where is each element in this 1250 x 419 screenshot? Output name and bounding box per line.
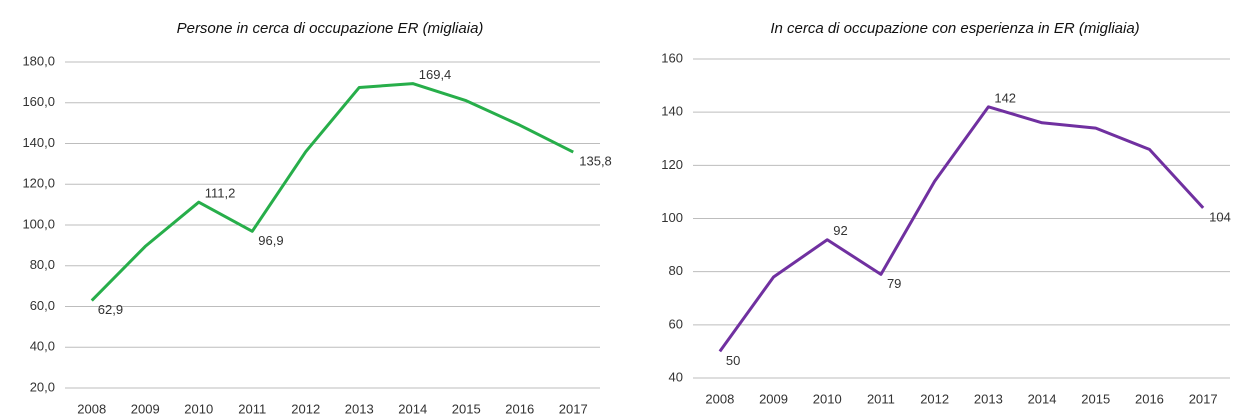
- x-tick-label: 2017: [1189, 391, 1218, 406]
- chart-title: In cerca di occupazione con esperienza i…: [770, 20, 1139, 37]
- data-label: 111,2: [205, 186, 236, 201]
- y-tick-label: 100,0: [22, 216, 55, 231]
- x-tick-label: 2016: [505, 401, 534, 416]
- data-label: 62,9: [98, 302, 123, 317]
- data-line: [90, 82, 574, 302]
- x-tick-label: 2015: [1081, 391, 1110, 406]
- y-tick-label: 100: [661, 210, 683, 225]
- y-tick-label: 120,0: [22, 176, 55, 191]
- y-tick-label: 160,0: [22, 94, 55, 109]
- y-tick-label: 120: [661, 157, 683, 172]
- data-label: 142: [994, 90, 1016, 105]
- y-tick-label: 60: [669, 316, 683, 331]
- x-tick-label: 2011: [867, 391, 895, 406]
- x-tick-label: 2012: [291, 401, 320, 416]
- y-tick-label: 140,0: [22, 135, 55, 150]
- x-tick-label: 2014: [1028, 391, 1057, 406]
- data-label: 50: [726, 353, 740, 368]
- y-tick-label: 160: [661, 50, 683, 65]
- data-label: 169,4: [419, 67, 452, 82]
- y-tick-label: 40,0: [30, 339, 55, 354]
- x-tick-label: 2010: [184, 401, 213, 416]
- x-tick-label: 2013: [974, 391, 1003, 406]
- y-tick-label: 140: [661, 104, 683, 119]
- y-tick-label: 20,0: [30, 379, 55, 394]
- x-tick-label: 2014: [398, 401, 427, 416]
- x-tick-label: 2016: [1135, 391, 1164, 406]
- data-label: 79: [887, 276, 901, 291]
- y-tick-label: 80: [669, 263, 683, 278]
- x-tick-label: 2012: [920, 391, 949, 406]
- x-tick-label: 2017: [559, 401, 588, 416]
- x-tick-label: 2010: [813, 391, 842, 406]
- data-line: [718, 105, 1205, 353]
- data-label: 96,9: [258, 233, 283, 248]
- x-tick-label: 2008: [77, 401, 106, 416]
- x-tick-label: 2008: [705, 391, 734, 406]
- x-tick-label: 2009: [131, 401, 160, 416]
- y-tick-label: 80,0: [30, 257, 55, 272]
- x-tick-label: 2009: [759, 391, 788, 406]
- data-label: 92: [833, 223, 847, 238]
- y-tick-label: 40: [669, 369, 683, 384]
- x-tick-label: 2011: [238, 401, 266, 416]
- y-tick-label: 60,0: [30, 298, 55, 313]
- chart-title: Persone in cerca di occupazione ER (migl…: [177, 20, 484, 37]
- y-tick-label: 180,0: [22, 53, 55, 68]
- x-tick-label: 2015: [452, 401, 481, 416]
- data-label: 135,8: [579, 153, 612, 168]
- data-label: 104: [1209, 209, 1231, 224]
- x-tick-label: 2013: [345, 401, 374, 416]
